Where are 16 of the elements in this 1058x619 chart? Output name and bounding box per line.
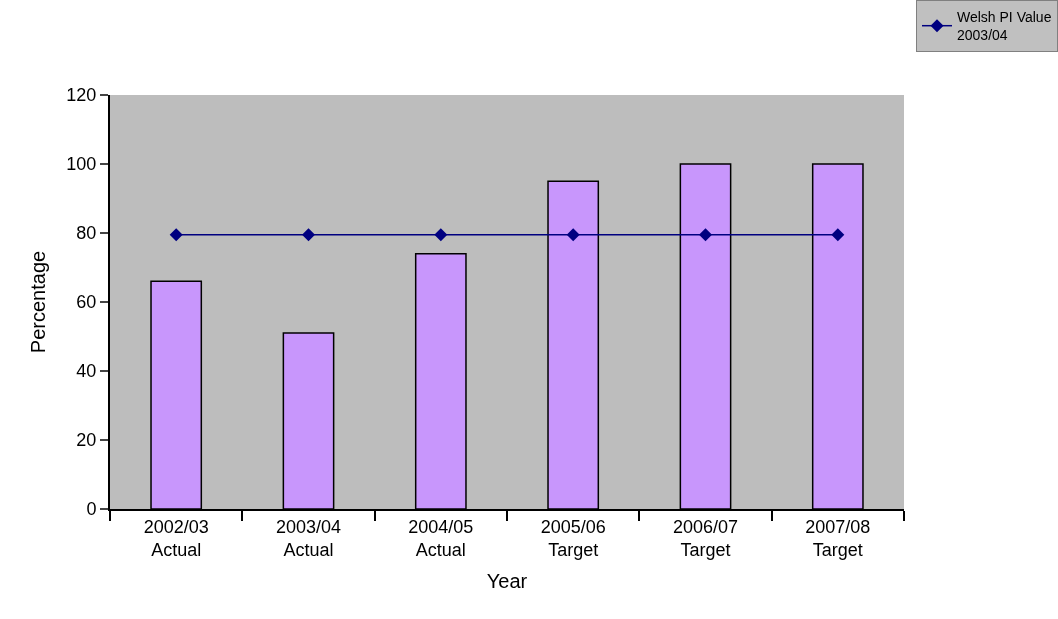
y-tick-label: 20 bbox=[76, 430, 97, 451]
y-tick-label: 0 bbox=[86, 499, 97, 520]
x-tick-label: 2003/04 Actual bbox=[275, 516, 342, 560]
y-axis-title: Percentage bbox=[27, 250, 50, 354]
x-tick-label: 2005/06 Target bbox=[540, 516, 606, 560]
y-tick-label: 40 bbox=[76, 361, 97, 382]
y-tick-label: 100 bbox=[66, 154, 97, 175]
y-tick-label: 60 bbox=[76, 292, 97, 313]
x-tick-label: 2006/07 Target bbox=[672, 516, 739, 560]
x-tick-label: 2004/05 Actual bbox=[408, 516, 474, 560]
x-tick-label: 2007/08 Target bbox=[805, 516, 871, 560]
x-tick-label: 2002/03 Actual bbox=[143, 516, 209, 560]
y-tick-label: 80 bbox=[76, 223, 97, 244]
y-tick-label: 120 bbox=[66, 85, 97, 106]
legend-label: Welsh PI Value 2003/04 bbox=[957, 9, 1052, 44]
x-axis-title: Year bbox=[486, 570, 528, 592]
